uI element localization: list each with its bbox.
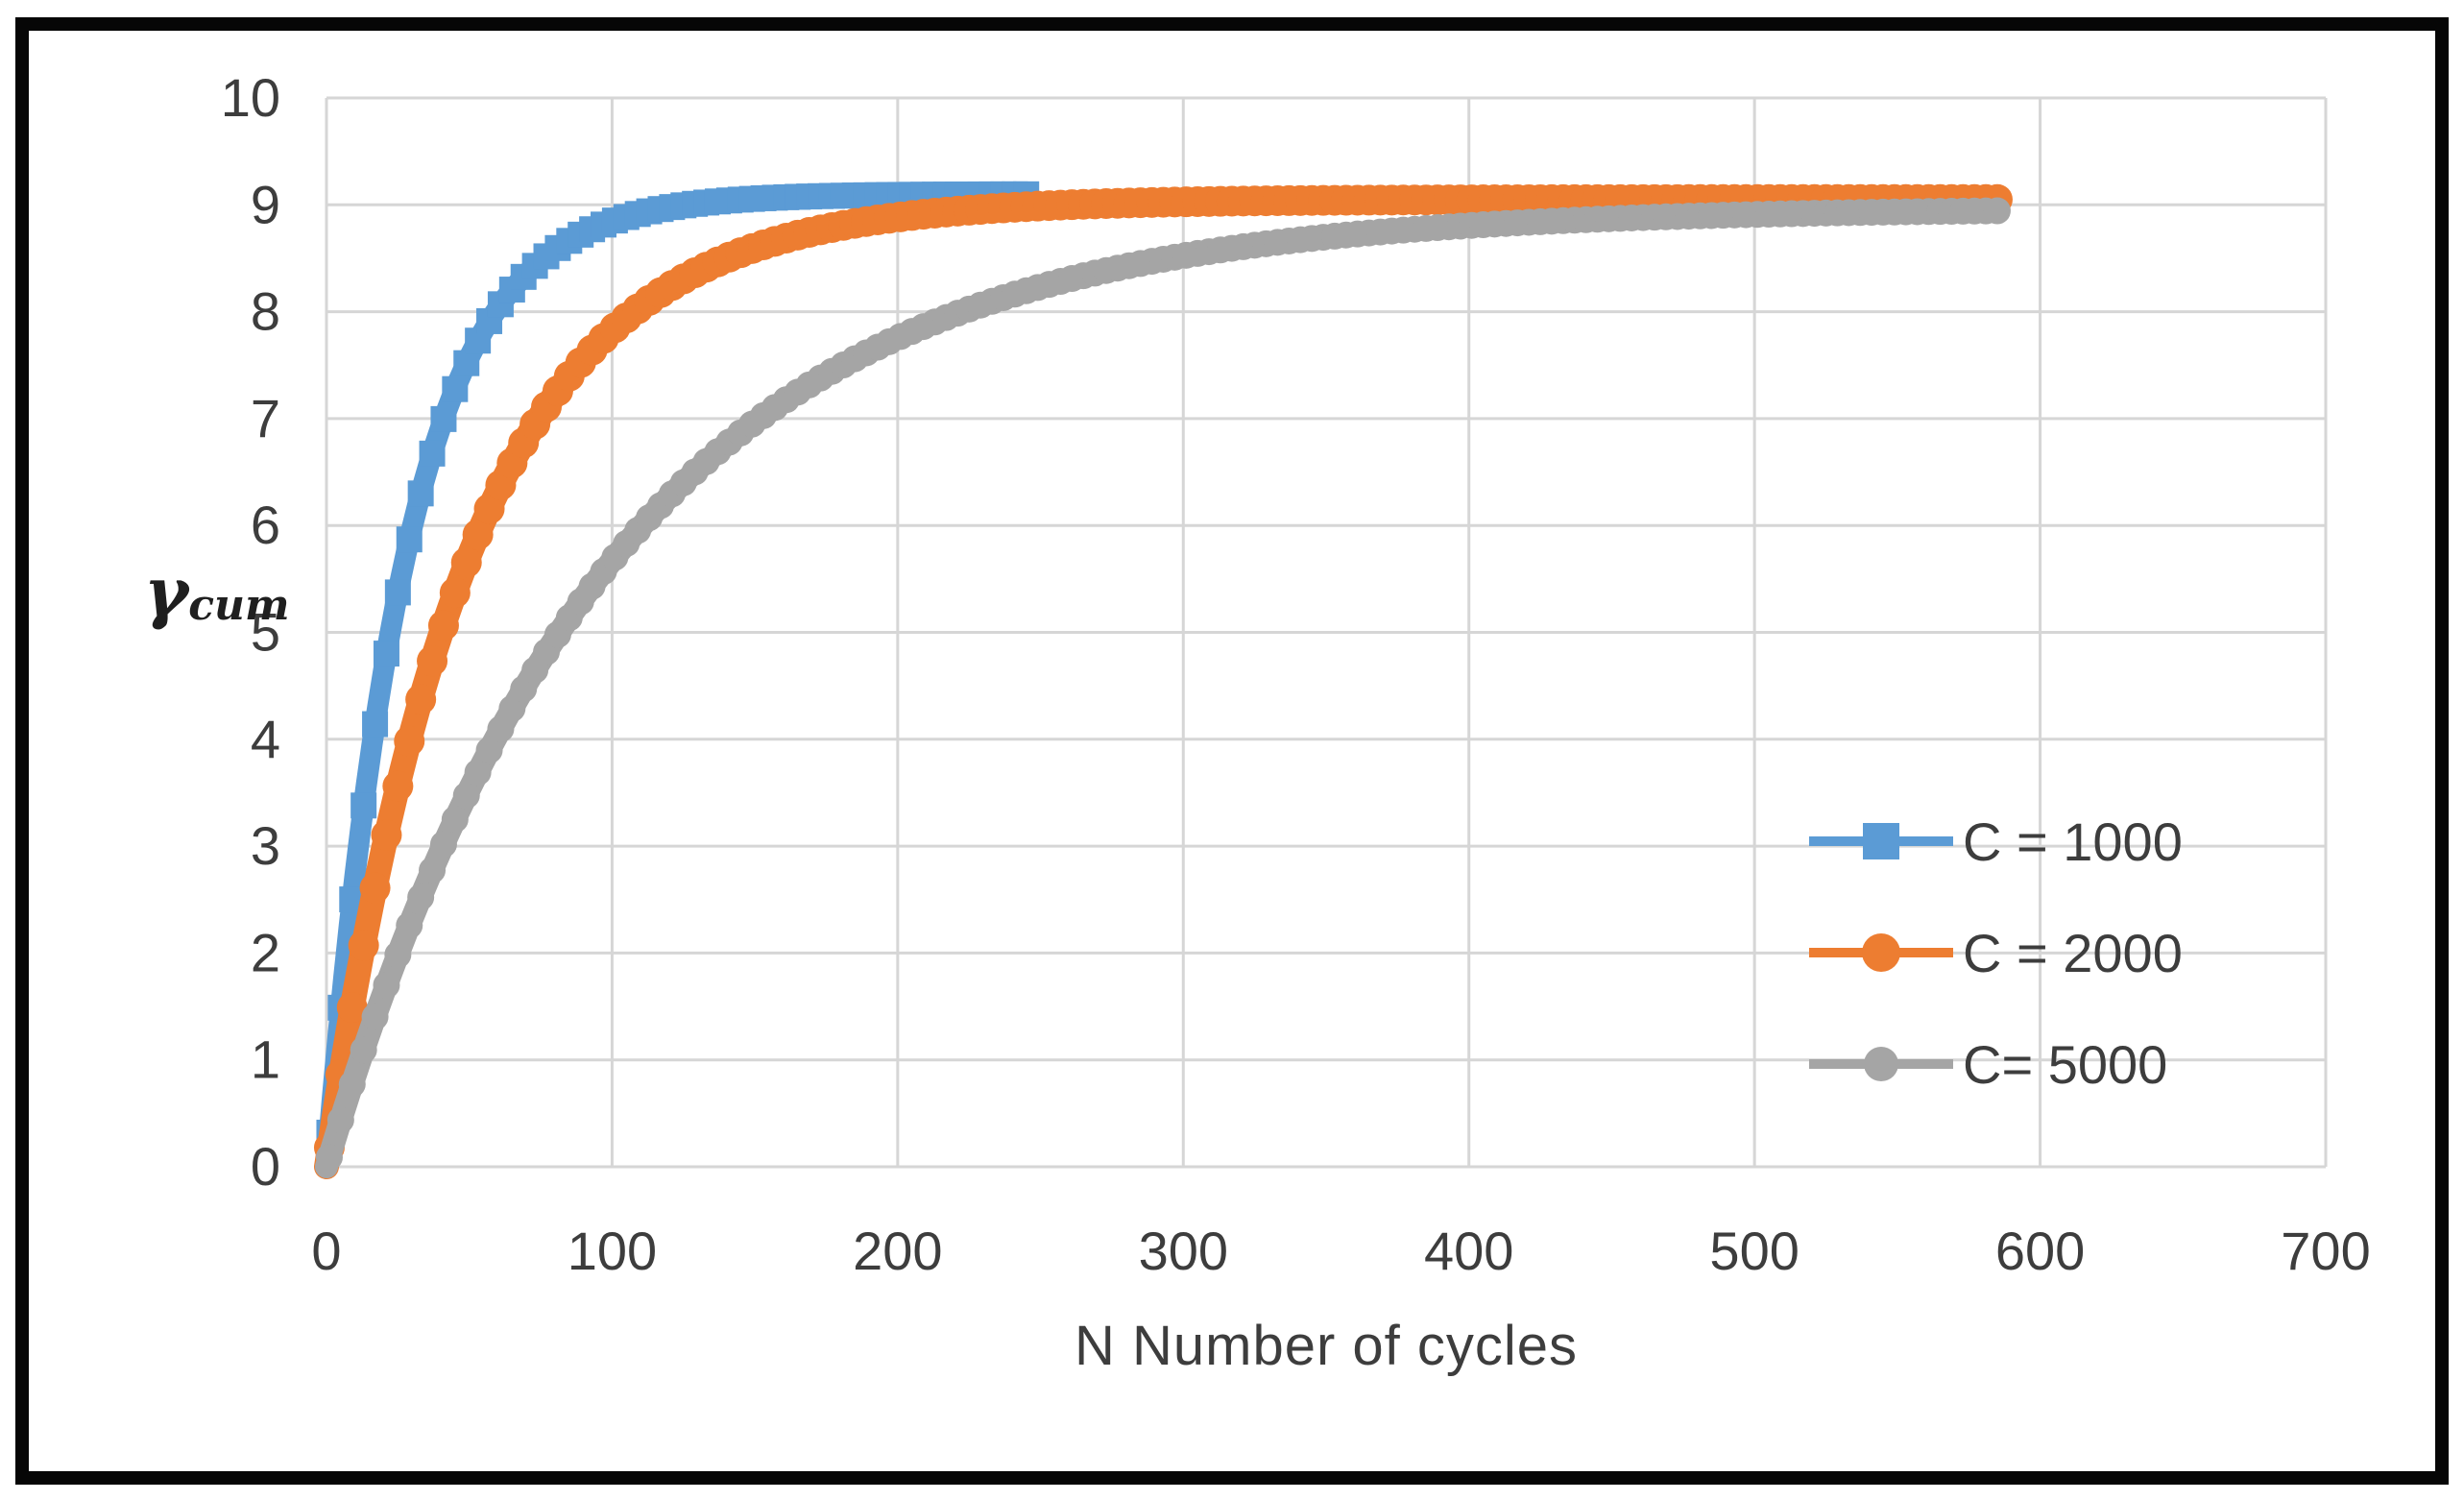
- series-c---2000: [313, 183, 2013, 1179]
- y-tick-label: 9: [251, 174, 280, 234]
- circle-marker: [326, 1106, 354, 1134]
- series-c--5000: [315, 197, 2011, 1178]
- square-marker: [350, 792, 377, 819]
- circle-marker: [382, 770, 414, 802]
- legend-label: C = 1000: [1963, 810, 2183, 872]
- x-tick-label: 300: [1139, 1221, 1228, 1281]
- circle-marker: [439, 577, 471, 609]
- circle-marker: [452, 782, 480, 810]
- square-marker: [384, 579, 411, 606]
- y-tick-label: 1: [251, 1029, 280, 1090]
- chart-legend: C = 1000 C = 2000 C= 5000: [1809, 786, 2183, 1120]
- x-axis-title: N Number of cycles: [1074, 1315, 1579, 1377]
- circle-marker: [396, 911, 423, 939]
- x-tick-label: 200: [853, 1221, 942, 1281]
- x-tick-label: 500: [1709, 1221, 1799, 1281]
- gamma-symbol: γ: [144, 552, 189, 632]
- y-tick-label: 10: [221, 67, 280, 128]
- square-marker: [442, 375, 469, 402]
- circle-marker: [359, 872, 391, 904]
- y-tick-label: 2: [251, 922, 280, 982]
- circle-marker: [315, 1144, 343, 1172]
- y-tick-label: 7: [251, 388, 280, 448]
- y-axis-tick-labels: 0 1 2 3 4 5 6 7 8 9 10: [221, 67, 280, 1197]
- circle-marker: [350, 1036, 377, 1064]
- y-tick-label: 0: [251, 1136, 280, 1197]
- circle-marker: [338, 1071, 366, 1099]
- y-axis-title: γ cum: [144, 549, 298, 636]
- gamma-subscript: cum: [188, 581, 290, 630]
- legend-marker-square-icon: [1809, 823, 1953, 859]
- circle-marker: [441, 806, 469, 834]
- y-tick-label: 3: [251, 815, 280, 876]
- x-axis-tick-labels: 0 100 200 300 400 500 600 700: [311, 1221, 2370, 1281]
- square-marker: [453, 350, 480, 376]
- legend-marker-circle-icon: [1809, 933, 1953, 972]
- x-tick-label: 600: [1995, 1221, 2085, 1281]
- circle-marker: [405, 684, 437, 715]
- square-marker: [419, 440, 446, 467]
- circle-marker: [498, 694, 526, 722]
- series-band: [314, 186, 2007, 1179]
- square-marker: [373, 641, 399, 667]
- circle-marker: [373, 971, 400, 999]
- circle-marker: [450, 546, 482, 578]
- legend-label: C = 2000: [1963, 922, 2183, 983]
- circle-marker: [336, 992, 368, 1024]
- circle-marker: [473, 493, 505, 524]
- y-tick-label: 4: [251, 709, 280, 769]
- legend-item-c-2000: C = 2000: [1809, 897, 2183, 1008]
- x-tick-label: 0: [311, 1221, 341, 1281]
- circle-marker: [487, 715, 515, 743]
- circle-marker: [394, 725, 425, 757]
- x-tick-label: 400: [1424, 1221, 1513, 1281]
- square-marker: [396, 526, 423, 553]
- x-tick-label: 100: [568, 1221, 657, 1281]
- circle-marker: [417, 645, 448, 677]
- circle-marker: [384, 941, 412, 969]
- circle-marker: [348, 930, 379, 961]
- circle-marker: [429, 831, 457, 859]
- x-tick-label: 700: [2281, 1221, 2370, 1281]
- circle-marker: [419, 857, 447, 884]
- legend-item-c-5000: C= 5000: [1809, 1008, 2183, 1120]
- square-marker: [407, 480, 434, 507]
- circle-marker: [407, 883, 435, 911]
- y-tick-label: 6: [251, 495, 280, 555]
- square-marker: [362, 711, 389, 738]
- circle-marker: [464, 759, 492, 786]
- gridlines: [325, 96, 2328, 1169]
- circle-marker: [462, 519, 494, 550]
- square-marker: [430, 405, 457, 432]
- legend-label: C= 5000: [1963, 1033, 2168, 1095]
- circle-marker: [361, 1003, 389, 1030]
- circle-marker: [427, 610, 459, 641]
- y-tick-label: 8: [251, 281, 280, 342]
- y-tick-label: 5: [251, 602, 280, 663]
- legend-item-c-1000: C = 1000: [1809, 786, 2183, 897]
- legend-marker-circle-icon: [1809, 1047, 1953, 1081]
- circle-marker: [371, 819, 402, 851]
- circle-marker: [1983, 197, 2011, 225]
- circle-marker: [475, 737, 503, 764]
